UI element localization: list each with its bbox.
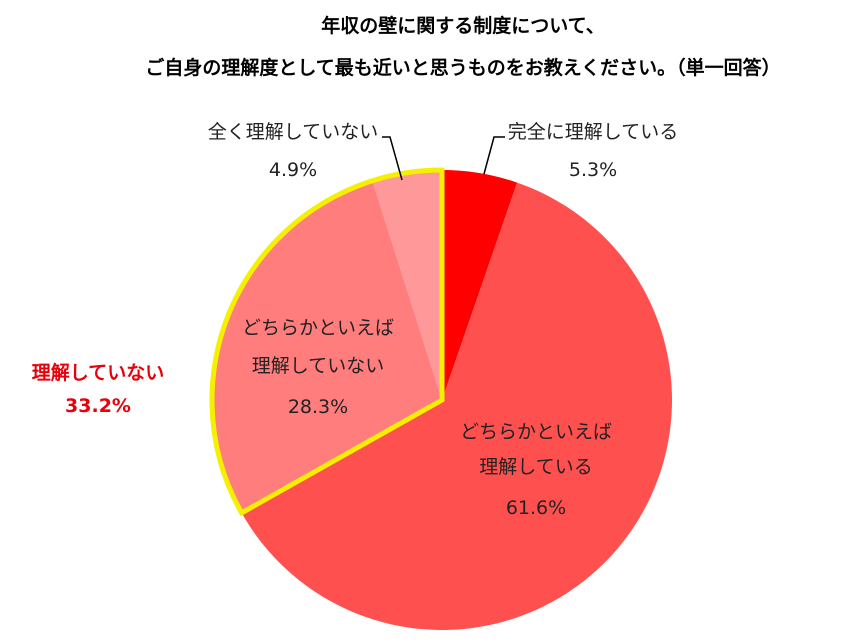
slice-value-not-understood-at-all: 4.9% (269, 159, 317, 181)
pie-slice-fully-understood (442, 170, 518, 400)
slice-label-somewhat-not-understood: 理解していない (252, 355, 384, 377)
slice-label-somewhat-not-understood: どちらかといえば (242, 317, 394, 339)
pie-slices (211, 170, 672, 631)
leader-line-fully-understood (483, 136, 505, 175)
slice-value-somewhat-understood: 61.6% (506, 497, 566, 519)
leader-lines (382, 136, 505, 181)
slice-value-fully-understood: 5.3% (569, 159, 617, 181)
chart-title-line2: ご自身の理解度として最も近いと思うものをお教えください。（単一回答） (145, 57, 781, 79)
slice-label-somewhat-understood: どちらかといえば (460, 421, 612, 443)
slice-labels: 完全に理解している5.3%どちらかといえば理解している61.6%どちらかといえば… (208, 121, 678, 519)
slice-value-somewhat-not-understood: 28.3% (288, 396, 348, 418)
slice-label-somewhat-understood: 理解している (479, 456, 592, 478)
not-understood-total-label: 理解していない (32, 361, 164, 384)
slice-label-not-understood-at-all: 全く理解していない (208, 121, 378, 143)
leader-line-not-understood-at-all (382, 136, 403, 181)
slice-label-fully-understood: 完全に理解している (508, 121, 678, 143)
chart-title-line1: 年収の壁に関する制度について、 (321, 15, 605, 37)
pie-slice-not-understood-at-all (372, 170, 442, 400)
pie-slice-somewhat-understood (241, 182, 672, 631)
not-understood-outline (209, 167, 445, 517)
not-understood-total-value: 33.2% (65, 395, 131, 417)
